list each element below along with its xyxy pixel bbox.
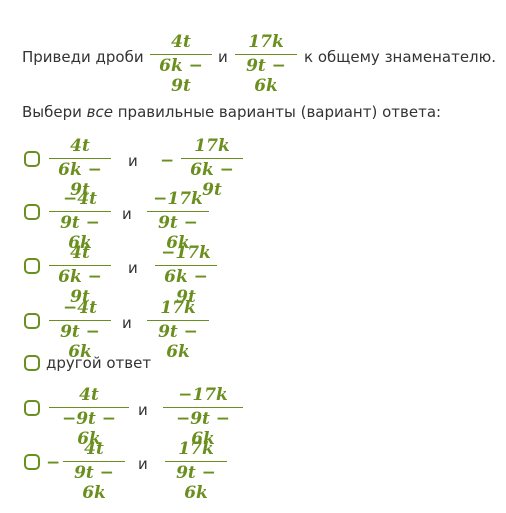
- fraction-bar: [181, 158, 243, 159]
- option-and: и: [122, 205, 132, 223]
- option-fraction-1: 4t 6k − 9t: [48, 136, 112, 200]
- option-minus-sign: −: [46, 453, 61, 473]
- fraction-bar: [150, 54, 212, 55]
- fraction-bar: [49, 211, 111, 212]
- question-and: и: [218, 48, 228, 66]
- fraction-bar: [49, 320, 111, 321]
- option-and: и: [128, 259, 138, 277]
- instruction-emphasis: все: [86, 103, 113, 121]
- fraction-bar: [147, 211, 209, 212]
- fraction-numerator: 4t: [171, 32, 191, 52]
- option-fraction-1: −4t 9t − 6k: [48, 189, 112, 253]
- option-fraction-1: −4t 9t − 6k: [48, 298, 112, 362]
- option-fraction-1: 4t −9t − 6k: [48, 385, 130, 449]
- question-suffix: к общему знаменателю.: [304, 48, 497, 66]
- fraction-numerator: −17k: [161, 243, 211, 263]
- option-fraction-2: −17k 9t − 6k: [146, 189, 210, 253]
- fraction-bar: [235, 54, 297, 55]
- fraction-denominator: 6k − 9t: [58, 160, 102, 200]
- instruction-after: правильные варианты (вариант) ответа:: [112, 103, 442, 121]
- option-checkbox[interactable]: [24, 454, 40, 470]
- fraction-denominator: 9t − 6k: [158, 322, 198, 362]
- fraction-denominator: 9t − 6k: [176, 463, 216, 503]
- fraction-numerator: −17k: [153, 189, 203, 209]
- option-fraction-2: −17k 6k − 9t: [154, 243, 218, 307]
- fraction-bar: [49, 158, 111, 159]
- fraction-bar: [49, 265, 111, 266]
- fraction-denominator: 9t − 6k: [60, 213, 100, 253]
- fraction-bar: [163, 407, 243, 408]
- fraction-numerator: 17k: [160, 298, 196, 318]
- fraction-numerator: 4t: [84, 439, 104, 459]
- fraction-numerator: −4t: [63, 298, 97, 318]
- option-text: другой ответ: [46, 354, 152, 372]
- instruction: Выбери все правильные варианты (вариант)…: [22, 103, 441, 121]
- question-prefix: Приведи дроби: [22, 48, 144, 66]
- fraction-numerator: −17k: [178, 385, 228, 405]
- fraction-denominator: 6k − 9t: [164, 267, 208, 307]
- option-fraction-2: −17k −9t − 6k: [162, 385, 244, 449]
- option-and: и: [138, 401, 148, 419]
- option-fraction-2: 17k 9t − 6k: [146, 298, 210, 362]
- option-fraction-1: 4t 9t − 6k: [62, 439, 126, 503]
- fraction-bar: [165, 461, 227, 462]
- fraction-numerator: 17k: [194, 136, 230, 156]
- fraction-bar: [63, 461, 125, 462]
- fraction-denominator: 9t − 6k: [246, 56, 286, 96]
- option-checkbox[interactable]: [24, 400, 40, 416]
- option-checkbox[interactable]: [24, 258, 40, 274]
- question-fraction-2: 17k 9t − 6k: [234, 32, 298, 96]
- fraction-numerator: 4t: [79, 385, 99, 405]
- fraction-numerator: 17k: [178, 439, 214, 459]
- fraction-denominator: −9t − 6k: [175, 409, 231, 449]
- fraction-denominator: 6k − 9t: [159, 56, 203, 96]
- fraction-denominator: 9t − 6k: [60, 322, 100, 362]
- option-and: и: [128, 152, 138, 170]
- option-and: и: [122, 314, 132, 332]
- fraction-numerator: −4t: [63, 189, 97, 209]
- fraction-denominator: 6k − 9t: [190, 160, 234, 200]
- option-fraction-2: 17k 9t − 6k: [164, 439, 228, 503]
- fraction-denominator: 6k − 9t: [58, 267, 102, 307]
- option-fraction-1: 4t 6k − 9t: [48, 243, 112, 307]
- fraction-bar: [49, 407, 129, 408]
- instruction-before: Выбери: [22, 103, 87, 121]
- option-fraction-2: 17k 6k − 9t: [180, 136, 244, 200]
- fraction-denominator: 9t − 6k: [74, 463, 114, 503]
- fraction-bar: [147, 320, 209, 321]
- fraction-bar: [155, 265, 217, 266]
- question-fraction-1: 4t 6k − 9t: [149, 32, 213, 96]
- fraction-denominator: 9t − 6k: [158, 213, 198, 253]
- fraction-numerator: 4t: [70, 136, 90, 156]
- option-checkbox[interactable]: [24, 355, 40, 371]
- option-checkbox[interactable]: [24, 313, 40, 329]
- fraction-denominator: −9t − 6k: [61, 409, 117, 449]
- option-checkbox[interactable]: [24, 151, 40, 167]
- option-checkbox[interactable]: [24, 204, 40, 220]
- option-minus-sign: −: [160, 151, 175, 171]
- fraction-numerator: 4t: [70, 243, 90, 263]
- fraction-numerator: 17k: [248, 32, 284, 52]
- option-and: и: [138, 455, 148, 473]
